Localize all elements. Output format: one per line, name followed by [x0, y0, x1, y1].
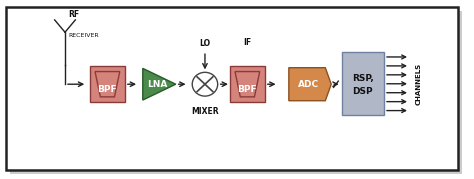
- FancyBboxPatch shape: [342, 52, 384, 115]
- Text: IF: IF: [243, 38, 251, 47]
- Text: BPF: BPF: [237, 85, 257, 94]
- Text: ADC: ADC: [298, 80, 319, 89]
- Polygon shape: [230, 66, 265, 102]
- Polygon shape: [90, 66, 125, 102]
- Text: DSP: DSP: [353, 87, 373, 96]
- Polygon shape: [143, 68, 176, 100]
- Text: LNA: LNA: [147, 80, 167, 89]
- Text: MIXER: MIXER: [191, 107, 219, 116]
- Text: BPF: BPF: [98, 85, 117, 94]
- Polygon shape: [289, 68, 331, 101]
- Circle shape: [192, 72, 218, 96]
- Text: LO: LO: [200, 39, 210, 48]
- Text: RSP,: RSP,: [352, 74, 374, 83]
- Text: RF: RF: [68, 10, 80, 19]
- Text: CHANNELS: CHANNELS: [416, 63, 421, 105]
- FancyBboxPatch shape: [6, 7, 458, 170]
- FancyBboxPatch shape: [10, 11, 462, 174]
- Text: RECEIVER: RECEIVER: [69, 33, 100, 38]
